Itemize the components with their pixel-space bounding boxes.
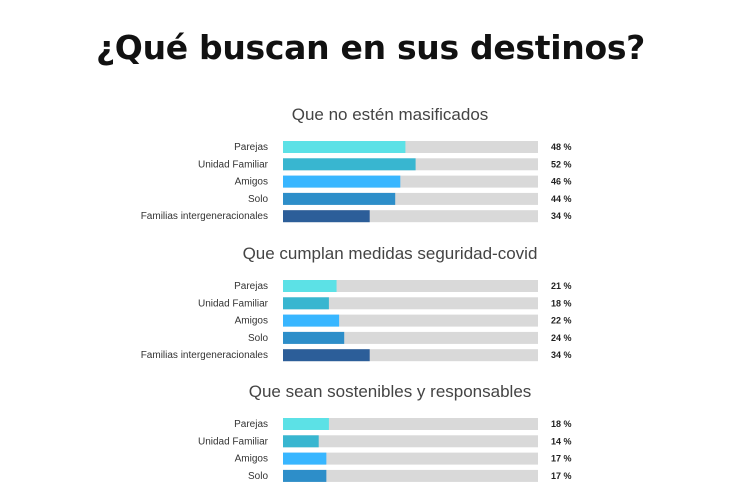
bar-track (283, 435, 538, 448)
bar-track (283, 418, 538, 430)
category-label: Solo (248, 471, 268, 482)
bar (283, 331, 345, 344)
category-label: Unidad Familiar (198, 436, 269, 447)
category-label: Amigos (235, 454, 268, 465)
bar-track (283, 297, 538, 310)
page-title: ¿Qué buscan en sus destinos? (95, 28, 646, 67)
category-label: Parejas (234, 281, 268, 292)
bar (283, 192, 396, 205)
chart-title: Que no estén masificados (292, 105, 489, 124)
value-label: 48 % (551, 142, 572, 152)
chart-title: Que cumplan medidas seguridad-covid (243, 244, 538, 263)
value-label: 18 % (551, 419, 572, 429)
value-label: 22 % (551, 316, 572, 326)
bar-track (283, 331, 538, 344)
bar (283, 469, 327, 482)
chart-title: Que sean sostenibles y responsables (249, 382, 532, 401)
category-label: Parejas (234, 419, 268, 430)
bar-track (283, 452, 538, 465)
value-label: 17 % (551, 471, 572, 481)
category-label: Solo (248, 333, 268, 344)
value-label: 52 % (551, 159, 572, 169)
value-label: 34 % (551, 211, 572, 221)
bar (283, 418, 329, 430)
bar (283, 297, 329, 310)
category-label: Solo (248, 194, 268, 205)
chart-section: Que no estén masificados Parejas 48 % Unida… (141, 105, 572, 223)
category-label: Unidad Familiar (198, 159, 269, 170)
value-label: 18 % (551, 298, 572, 308)
category-label: Familias intergeneracionales (141, 350, 268, 361)
bar (283, 175, 401, 188)
category-label: Familias intergeneracionales (141, 211, 268, 222)
bar (283, 210, 370, 223)
bar-track (283, 280, 538, 292)
value-label: 46 % (551, 177, 572, 187)
value-label: 17 % (551, 454, 572, 464)
chart-section: Que sean sostenibles y responsables Parej… (198, 382, 572, 482)
bar (283, 349, 370, 362)
bar (283, 435, 319, 448)
category-label: Unidad Familiar (198, 298, 269, 309)
bar (283, 314, 340, 327)
bar (283, 280, 337, 292)
category-label: Amigos (235, 177, 268, 188)
value-label: 44 % (551, 194, 572, 204)
bar (283, 452, 327, 465)
bar (283, 158, 416, 171)
category-label: Parejas (234, 142, 268, 153)
value-label: 24 % (551, 333, 572, 343)
bar-track (283, 314, 538, 327)
value-label: 14 % (551, 436, 572, 446)
bar (283, 141, 406, 153)
bar-track (283, 469, 538, 482)
chart-section: Que cumplan medidas seguridad-covid Parej… (141, 244, 572, 362)
category-label: Amigos (235, 316, 268, 327)
value-label: 34 % (551, 350, 572, 360)
value-label: 21 % (551, 281, 572, 291)
